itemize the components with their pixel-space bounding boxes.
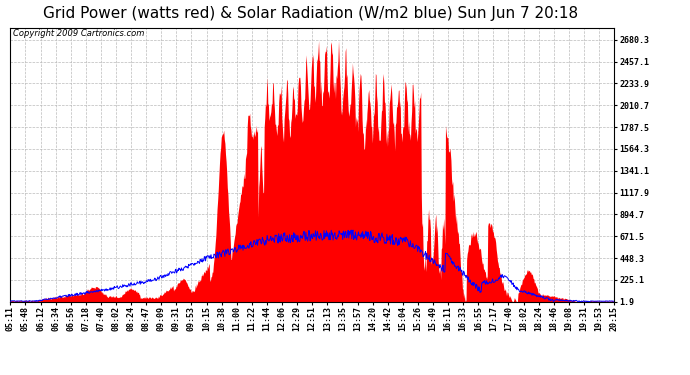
Text: Copyright 2009 Cartronics.com: Copyright 2009 Cartronics.com — [13, 30, 145, 39]
Text: Grid Power (watts red) & Solar Radiation (W/m2 blue) Sun Jun 7 20:18: Grid Power (watts red) & Solar Radiation… — [43, 6, 578, 21]
